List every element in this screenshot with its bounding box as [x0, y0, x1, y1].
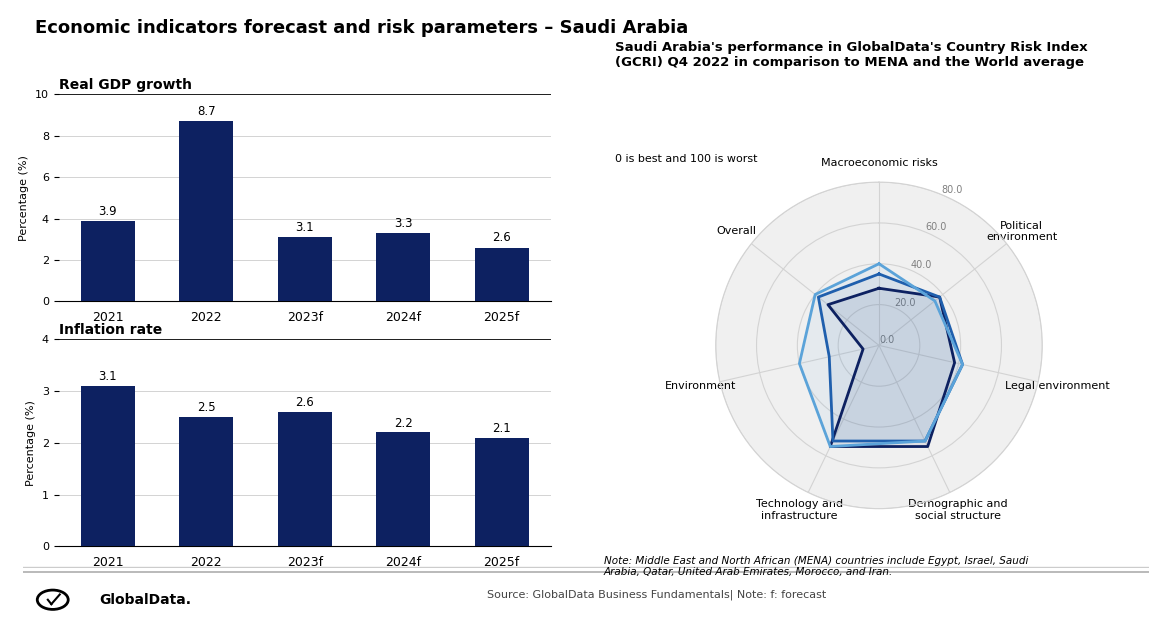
Polygon shape: [818, 274, 962, 441]
Bar: [376, 432, 430, 546]
Text: Note: Middle East and North African (MENA) countries include Egypt, Israel, Saud: Note: Middle East and North African (MEN…: [604, 556, 1028, 577]
Text: Economic indicators forecast and risk parameters – Saudi Arabia: Economic indicators forecast and risk pa…: [35, 19, 688, 37]
Text: 2.5: 2.5: [197, 401, 216, 414]
Bar: [278, 237, 332, 301]
Text: 3.1: 3.1: [98, 370, 117, 383]
Text: Real GDP growth: Real GDP growth: [59, 78, 191, 92]
Bar: [475, 247, 529, 301]
Polygon shape: [827, 288, 955, 447]
Text: GlobalData.: GlobalData.: [100, 593, 191, 607]
Text: Inflation rate: Inflation rate: [59, 323, 162, 337]
Text: Saudi Arabia's performance in GlobalData's Country Risk Index
(GCRI) Q4 2022 in : Saudi Arabia's performance in GlobalData…: [615, 41, 1088, 69]
Polygon shape: [799, 264, 962, 447]
Text: 3.1: 3.1: [295, 221, 314, 234]
Bar: [179, 417, 233, 546]
Bar: [475, 438, 529, 546]
Text: 0 is best and 100 is worst: 0 is best and 100 is worst: [615, 154, 758, 164]
Bar: [376, 233, 430, 301]
Text: 8.7: 8.7: [197, 105, 216, 118]
Text: 3.3: 3.3: [394, 217, 413, 230]
Text: 2.6: 2.6: [295, 396, 314, 409]
Text: 2.2: 2.2: [394, 417, 413, 430]
Bar: [81, 220, 135, 301]
Text: 2.6: 2.6: [492, 232, 511, 244]
Bar: [179, 121, 233, 301]
Text: Source: GlobalData Business Fundamentals| Note: f: forecast: Source: GlobalData Business Fundamentals…: [486, 590, 826, 600]
Text: 3.9: 3.9: [98, 205, 117, 217]
Y-axis label: Percentage (%): Percentage (%): [19, 155, 29, 241]
Bar: [278, 412, 332, 546]
Y-axis label: Percentage (%): Percentage (%): [26, 400, 36, 485]
Bar: [81, 386, 135, 546]
Text: 2.1: 2.1: [492, 422, 511, 435]
